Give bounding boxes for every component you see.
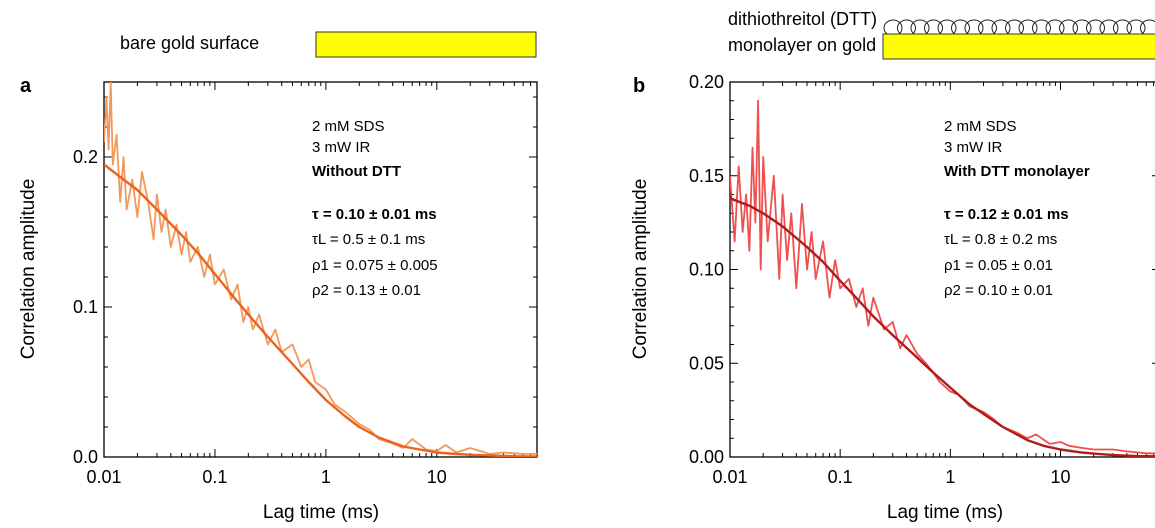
panel-a-annotations: 2 mM SDS 3 mW IR Without DTT τ = 0.10 ± …	[312, 118, 438, 299]
panel-b-letter: b	[633, 75, 645, 97]
panel-b-y-tick-label: 0.15	[689, 166, 724, 186]
panel-b-x-tick-label: 10	[1050, 467, 1070, 487]
panel-a-x-tick-label: 0.01	[86, 467, 121, 487]
panel-b-x-tick-label: 0.01	[712, 467, 747, 487]
panel-b-gold-surface	[882, 33, 1155, 60]
panel-a-y-tick-label: 0.2	[73, 147, 98, 167]
panel-a-fit-line	[104, 163, 537, 457]
panel-a-x-tick-label: 10	[427, 467, 447, 487]
panel-b-ann-condition: With DTT monolayer	[944, 163, 1090, 180]
panel-b-ann-surfactant: 2 mM SDS	[944, 118, 1017, 135]
panel-a-gold-surface	[315, 31, 537, 58]
panel-a-ann-condition: Without DTT	[312, 163, 401, 180]
panel-a-ann-tauL: τL = 0.5 ± 0.1 ms	[312, 231, 425, 248]
panel-a-ann-rho2: ρ2 = 0.13 ± 0.01	[312, 282, 421, 299]
panel-b-plot-frame	[729, 81, 1155, 458]
panel-b-ann-tauL: τL = 0.8 ± 0.2 ms	[944, 231, 1057, 248]
panel-b-ann-tau: τ = 0.12 ± 0.01 ms	[944, 206, 1069, 223]
panel-b-data-line	[730, 99, 1155, 455]
panel-a-ylabel: Correlation amplitude	[18, 179, 39, 360]
panel-b-fit-line	[730, 197, 1155, 457]
panel-a-xlabel: Lag time (ms)	[263, 502, 379, 523]
panel-b-chart: 0.01 0.1 1 10 0.00 0.05 0.10 0.15 0.20	[689, 72, 1155, 487]
panel-a-ann-rho1: ρ1 = 0.075 ± 0.005	[312, 257, 438, 274]
panel-b-header-line-2: monolayer on gold	[728, 35, 876, 55]
panel-b-ylabel: Correlation amplitude	[630, 179, 651, 360]
panel-a-header-label: bare gold surface	[120, 33, 259, 53]
panel-b-xlabel: Lag time (ms)	[887, 502, 1003, 523]
panel-b-ann-rho2: ρ2 = 0.10 ± 0.01	[944, 282, 1053, 299]
panel-a-chart: 0.01 0.1 1 10 0.0 0.1 0.2	[73, 81, 538, 487]
panel-a-header: bare gold surface	[120, 31, 537, 58]
panel-b-y-tick-label: 0.00	[689, 447, 724, 467]
panel-a-ann-tau: τ = 0.10 ± 0.01 ms	[312, 206, 437, 223]
panel-a-letter: a	[20, 75, 32, 97]
panel-b-header-line-1: dithiothreitol (DTT)	[728, 9, 877, 29]
panel-b-ann-laser: 3 mW IR	[944, 139, 1002, 156]
panel-b-y-tick-label: 0.20	[689, 72, 724, 92]
panel-a-ann-laser: 3 mW IR	[312, 139, 370, 156]
panel-a-ann-surfactant: 2 mM SDS	[312, 118, 385, 135]
panel-b-y-tick-label: 0.10	[689, 260, 724, 280]
panel-b-header: dithiothreitol (DTT) monolayer on gold	[728, 9, 1155, 60]
panel-a-x-tick-label: 1	[321, 467, 331, 487]
panel-a-x-tick-label: 0.1	[202, 467, 227, 487]
panel-a-y-tick-label: 0.1	[73, 297, 98, 317]
panel-b-x-tick-label: 0.1	[828, 467, 853, 487]
panel-b-y-tick-label: 0.05	[689, 353, 724, 373]
panel-b-x-tick-label: 1	[945, 467, 955, 487]
panel-b-ann-rho1: ρ1 = 0.05 ± 0.01	[944, 257, 1053, 274]
panel-b-annotations: 2 mM SDS 3 mW IR With DTT monolayer τ = …	[944, 118, 1090, 299]
panel-a-y-tick-label: 0.0	[73, 447, 98, 467]
